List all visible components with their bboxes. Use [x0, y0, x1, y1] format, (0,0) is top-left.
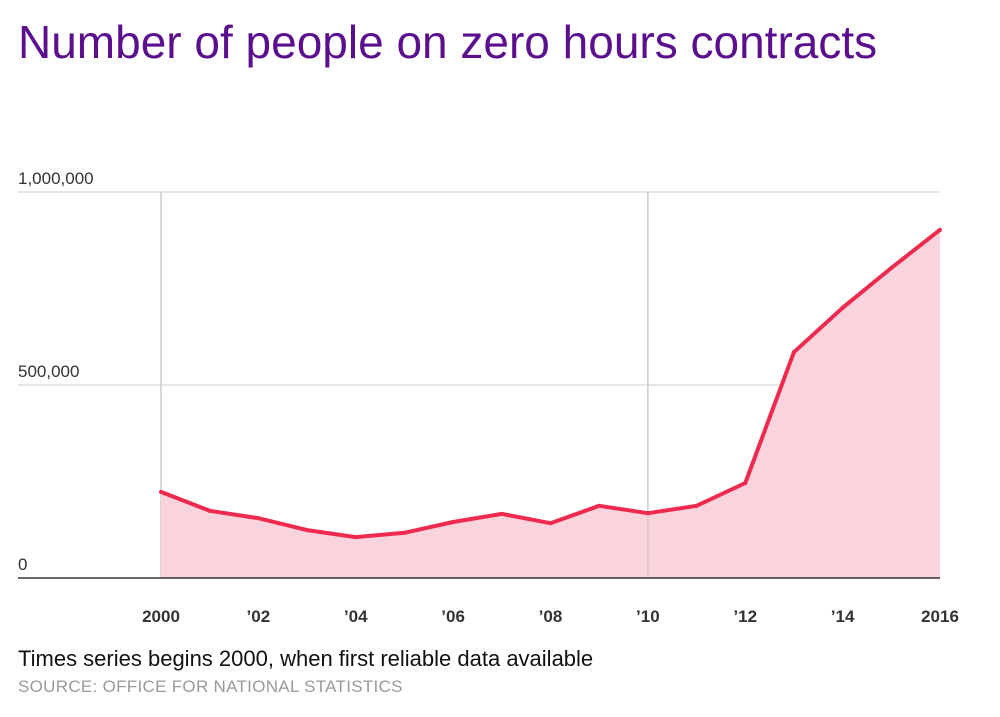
y-tick-label: 0 [18, 555, 27, 574]
chart-source: SOURCE: OFFICE FOR NATIONAL STATISTICS [18, 677, 403, 696]
x-tick-label: ’10 [636, 607, 660, 626]
y-tick-label: 1,000,000 [18, 169, 94, 188]
chart-title: Number of people on zero hours contracts [18, 16, 878, 68]
x-tick-label: ’06 [441, 607, 465, 626]
x-tick-label: ’04 [344, 607, 368, 626]
y-tick-label: 500,000 [18, 362, 79, 381]
x-tick-label: ’14 [831, 607, 855, 626]
data-point [402, 530, 407, 535]
data-point [451, 520, 456, 525]
x-tick-label: ’12 [733, 607, 757, 626]
data-point [889, 266, 894, 271]
data-point [694, 503, 699, 508]
chart-note: Times series begins 2000, when first rel… [18, 646, 594, 671]
x-tick-label: 2016 [921, 607, 959, 626]
data-point [499, 511, 504, 516]
data-point [256, 516, 261, 521]
x-tick-label: 2000 [142, 607, 180, 626]
data-point [791, 350, 796, 355]
data-point [743, 481, 748, 486]
data-point [305, 528, 310, 533]
data-point [645, 511, 650, 516]
data-point [938, 227, 942, 232]
area-fill [161, 229, 940, 579]
x-tick-label: ’08 [539, 607, 563, 626]
data-point [159, 489, 163, 494]
x-tick-label: ’02 [247, 607, 271, 626]
data-point [353, 535, 358, 540]
data-point [840, 305, 845, 310]
data-point [548, 521, 553, 526]
data-point [207, 508, 212, 513]
data-point [597, 503, 602, 508]
